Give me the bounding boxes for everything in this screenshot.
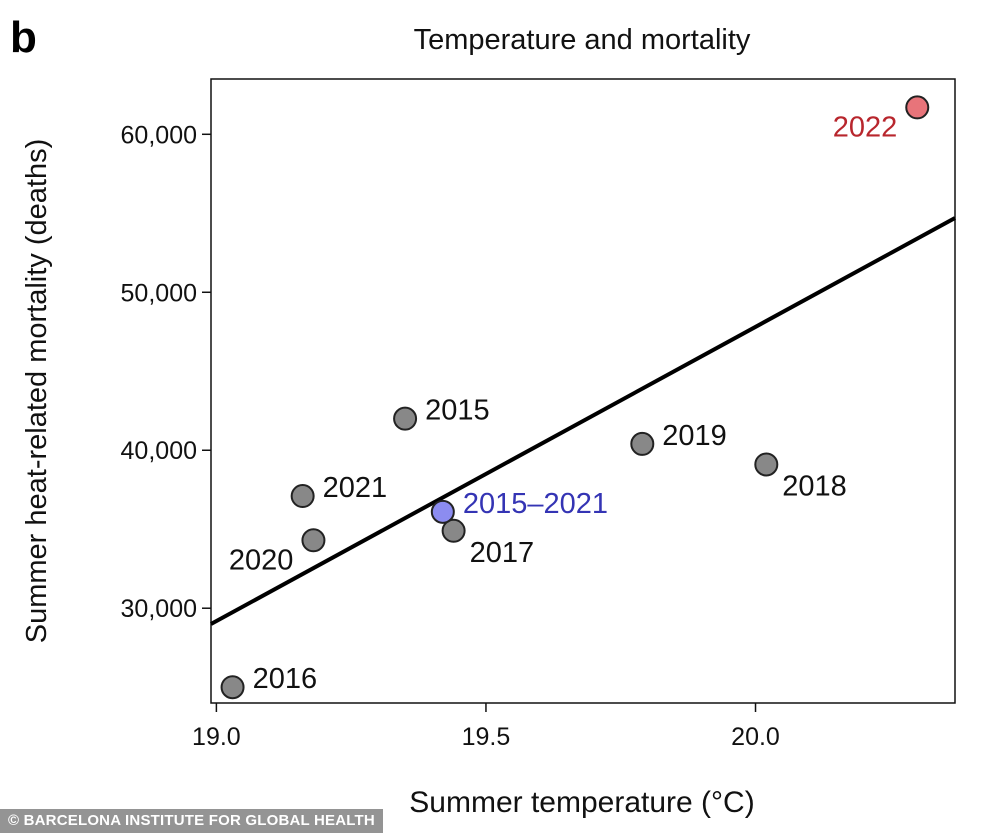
data-label: 2021 — [323, 472, 388, 504]
y-tick-label: 30,000 — [121, 595, 197, 623]
fit-line-layer — [210, 216, 956, 626]
y-axis: 30,000 40,000 50,000 60,000 — [121, 121, 211, 623]
data-label: 2018 — [782, 470, 847, 502]
points-layer: 2015 2016 2017 2018 2019 2020 2021 2015–2021 202… — [220, 95, 930, 700]
data-point-2020 — [301, 528, 326, 553]
y-tick-label: 40,000 — [121, 437, 197, 465]
plot-frame — [210, 78, 956, 704]
x-axis: 19.0 19.5 20.0 — [192, 703, 780, 751]
data-label: 2015–2021 — [463, 488, 608, 520]
data-label: 2017 — [470, 537, 535, 569]
chart-title: Temperature and mortality — [414, 24, 751, 56]
data-label: 2015 — [425, 395, 490, 427]
y-axis-label: Summer heat-related mortality (deaths) — [21, 139, 53, 643]
credit-watermark: © BARCELONA INSTITUTE FOR GLOBAL HEALTH — [0, 809, 383, 833]
panel-label: b — [10, 13, 37, 62]
data-point-2022 — [905, 95, 930, 120]
x-tick-label: 19.0 — [192, 723, 241, 751]
x-axis-label: Summer temperature (°C) — [409, 786, 754, 819]
y-tick-label: 60,000 — [121, 121, 197, 149]
data-point-2016 — [220, 675, 245, 700]
data-point-2019 — [630, 431, 655, 456]
y-tick-label: 50,000 — [121, 279, 197, 307]
data-point-2018 — [754, 452, 779, 477]
x-tick-label: 20.0 — [731, 723, 780, 751]
regression-line — [210, 216, 956, 626]
x-tick-label: 19.5 — [462, 723, 511, 751]
data-label: 2016 — [253, 663, 318, 695]
data-label: 2022 — [833, 111, 898, 143]
data-point-2017 — [441, 518, 466, 543]
data-point-2021 — [290, 484, 315, 509]
data-label: 2020 — [229, 544, 294, 576]
data-point-2015-2021 — [430, 499, 455, 524]
data-label: 2019 — [662, 420, 727, 452]
data-point-2015 — [393, 406, 418, 431]
